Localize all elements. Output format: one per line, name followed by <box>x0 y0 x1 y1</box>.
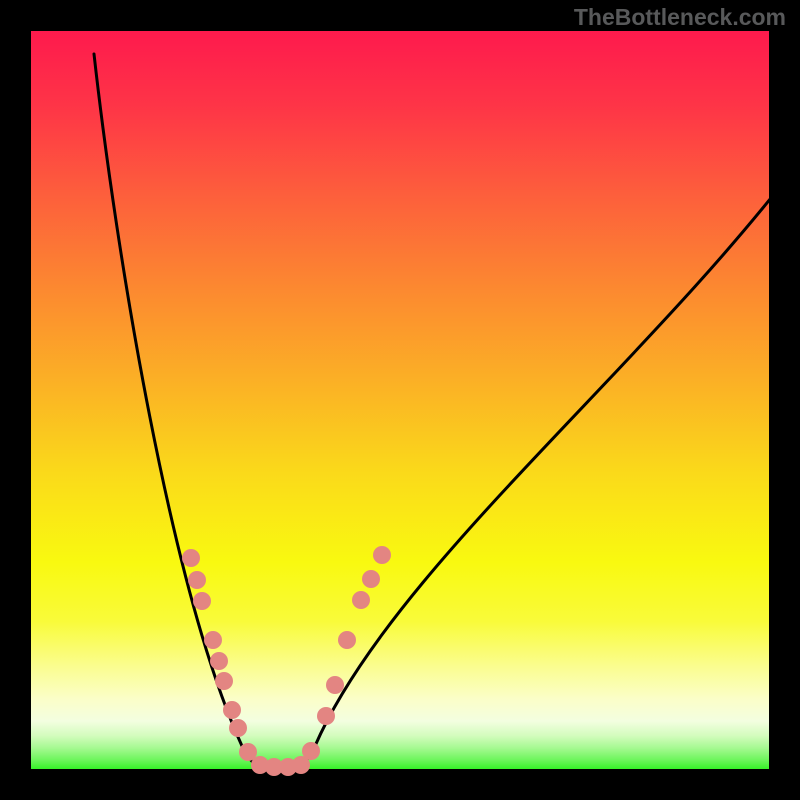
marker-layer <box>31 31 800 800</box>
data-marker <box>373 546 391 564</box>
data-marker <box>317 707 335 725</box>
plot-area <box>31 31 769 769</box>
bottleneck-curve <box>94 54 259 766</box>
data-marker <box>239 743 257 761</box>
data-marker <box>251 756 269 774</box>
data-marker <box>223 701 241 719</box>
data-marker <box>292 756 310 774</box>
data-marker <box>182 549 200 567</box>
data-marker <box>215 672 233 690</box>
data-marker <box>338 631 356 649</box>
data-marker <box>326 676 344 694</box>
data-marker <box>193 592 211 610</box>
data-marker <box>352 591 370 609</box>
data-marker <box>279 758 297 776</box>
data-marker <box>362 570 380 588</box>
data-marker <box>188 571 206 589</box>
figure-root: TheBottleneck.com <box>0 0 800 800</box>
bottleneck-curve <box>298 161 800 766</box>
data-marker <box>302 742 320 760</box>
data-marker <box>204 631 222 649</box>
data-marker <box>265 758 283 776</box>
data-marker <box>210 652 228 670</box>
watermark-text: TheBottleneck.com <box>574 4 786 31</box>
curve-layer <box>31 31 800 800</box>
data-marker <box>229 719 247 737</box>
